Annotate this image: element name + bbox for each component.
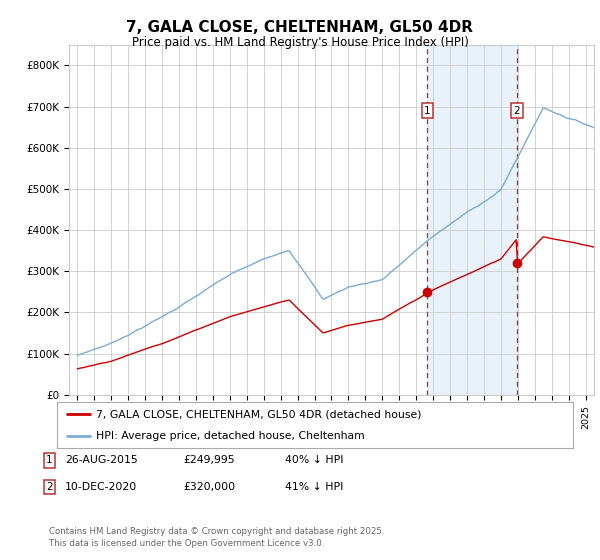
Text: £249,995: £249,995: [183, 455, 235, 465]
Text: 2: 2: [46, 482, 53, 492]
Text: 40% ↓ HPI: 40% ↓ HPI: [285, 455, 343, 465]
Text: 7, GALA CLOSE, CHELTENHAM, GL50 4DR (detached house): 7, GALA CLOSE, CHELTENHAM, GL50 4DR (det…: [96, 409, 421, 419]
Text: 26-AUG-2015: 26-AUG-2015: [65, 455, 137, 465]
Text: HPI: Average price, detached house, Cheltenham: HPI: Average price, detached house, Chel…: [96, 431, 364, 441]
Text: Contains HM Land Registry data © Crown copyright and database right 2025.
This d: Contains HM Land Registry data © Crown c…: [49, 527, 385, 548]
Text: 1: 1: [46, 455, 53, 465]
Text: 7, GALA CLOSE, CHELTENHAM, GL50 4DR: 7, GALA CLOSE, CHELTENHAM, GL50 4DR: [127, 20, 473, 35]
Bar: [427, 45, 517, 395]
Text: 2: 2: [514, 106, 520, 116]
Text: Price paid vs. HM Land Registry's House Price Index (HPI): Price paid vs. HM Land Registry's House …: [131, 36, 469, 49]
Text: 41% ↓ HPI: 41% ↓ HPI: [285, 482, 343, 492]
Text: 1: 1: [424, 106, 430, 116]
Text: £320,000: £320,000: [183, 482, 235, 492]
Text: 10-DEC-2020: 10-DEC-2020: [65, 482, 137, 492]
